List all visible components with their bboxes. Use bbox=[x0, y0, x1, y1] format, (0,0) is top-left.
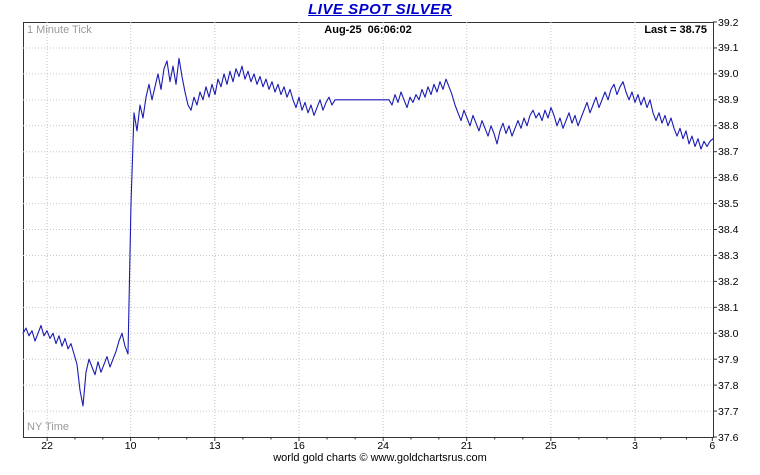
credit-line: world gold charts © www.goldchartsrus.co… bbox=[273, 452, 487, 464]
axis-ticks bbox=[46, 21, 717, 441]
last-price-label: Last = 38.75 bbox=[644, 24, 707, 36]
price-line bbox=[22, 57, 714, 407]
tick-interval-label: 1 Minute Tick bbox=[27, 24, 92, 36]
timestamp-label: Aug-25 06:06:02 bbox=[324, 24, 412, 36]
chart-title: LIVE SPOT SILVER bbox=[308, 1, 452, 18]
timezone-note: NY Time bbox=[27, 421, 69, 433]
gridlines bbox=[23, 22, 713, 437]
